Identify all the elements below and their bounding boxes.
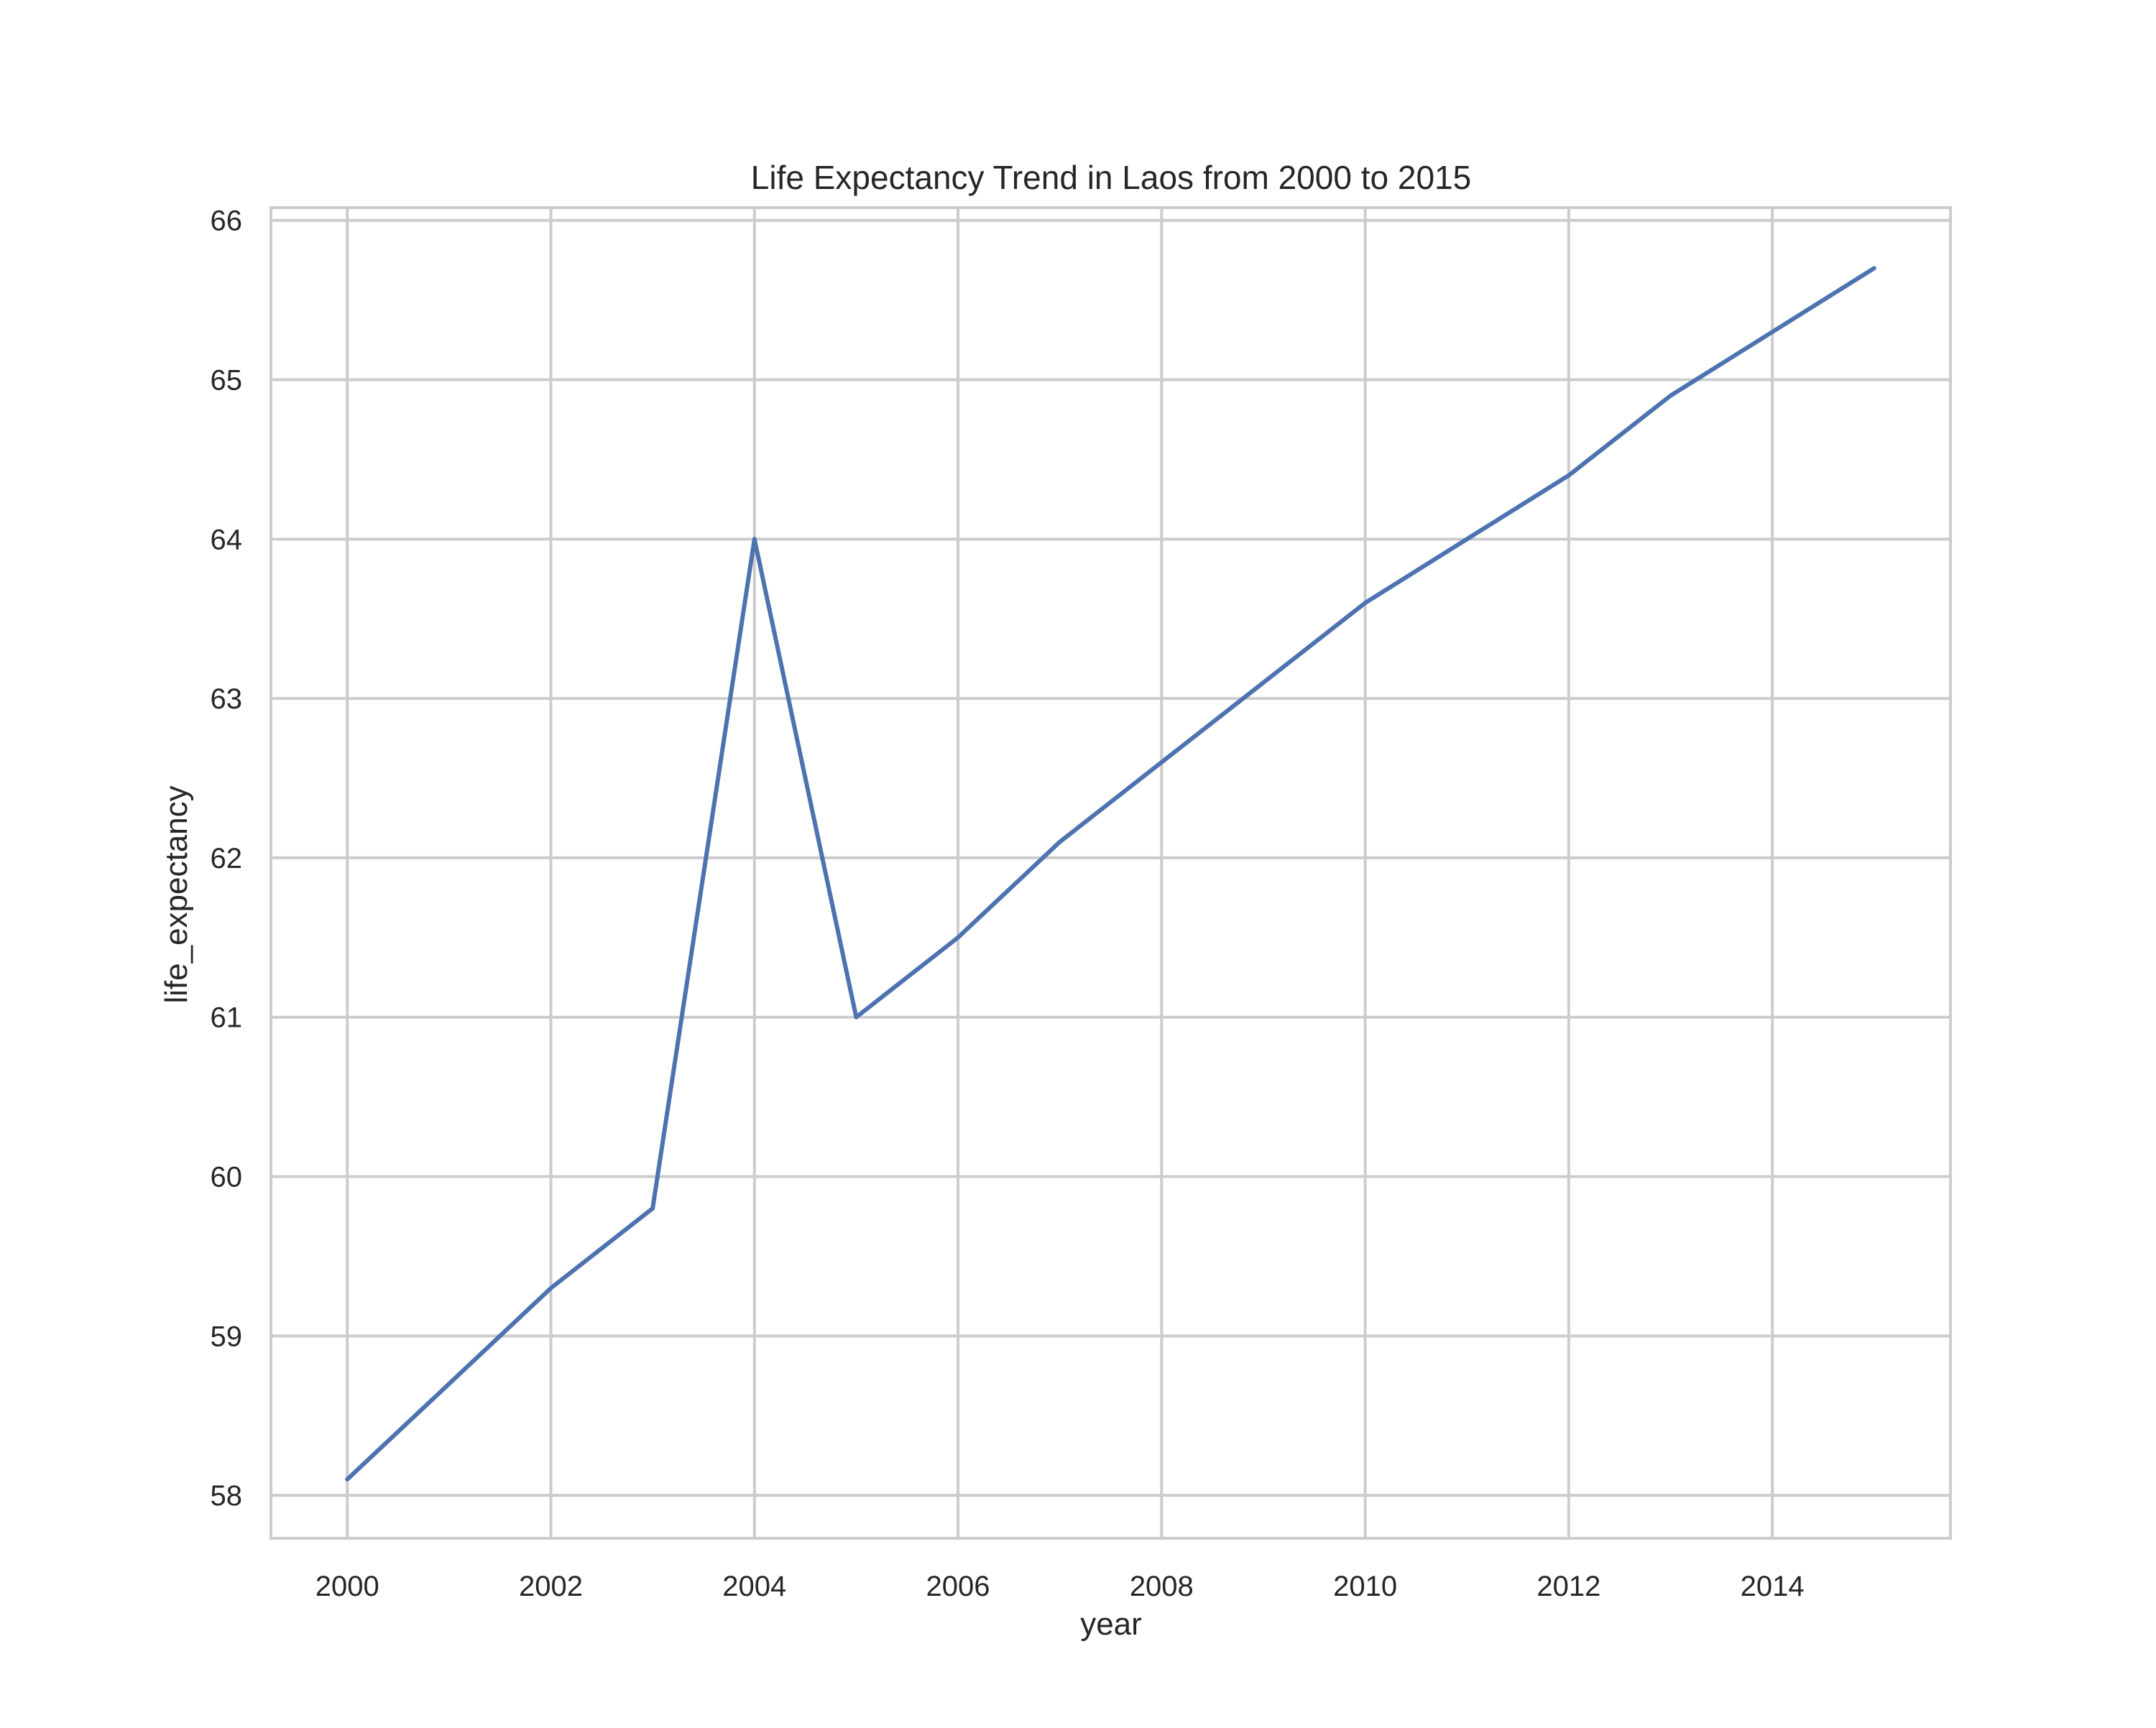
x-tick-label: 2008: [1130, 1571, 1194, 1602]
y-tick-labels: 58 59 60 61 62 63 64 65 66: [211, 205, 243, 1512]
y-tick-label: 63: [211, 683, 243, 715]
x-tick-labels: 2000 2002 2004 2006 2008 2010 2012 2014: [315, 1571, 1805, 1602]
x-tick-label: 2012: [1537, 1571, 1600, 1602]
x-tick-label: 2002: [519, 1571, 583, 1602]
y-axis-label: life_expectancy: [159, 785, 194, 1003]
y-tick-label: 62: [211, 843, 243, 874]
y-tick-label: 58: [211, 1480, 243, 1512]
x-tick-label: 2010: [1333, 1571, 1397, 1602]
y-tick-label: 61: [211, 1002, 243, 1034]
x-axis-label: year: [1080, 1607, 1142, 1642]
y-tick-label: 59: [211, 1321, 243, 1352]
x-tick-label: 2014: [1741, 1571, 1805, 1602]
y-tick-label: 64: [211, 524, 243, 555]
grid-lines: [271, 208, 1950, 1538]
y-tick-label: 66: [211, 205, 243, 237]
x-tick-label: 2000: [315, 1571, 379, 1602]
plot-area-frame: [270, 206, 1952, 1540]
y-tick-label: 60: [211, 1162, 243, 1193]
x-tick-label: 2004: [722, 1571, 786, 1602]
series-line: [345, 266, 1876, 1482]
chart-title: Life Expectancy Trend in Laos from 2000 …: [751, 159, 1471, 196]
y-tick-label: 65: [211, 365, 243, 397]
series-layer: [345, 266, 1876, 1482]
x-tick-label: 2006: [926, 1571, 990, 1602]
